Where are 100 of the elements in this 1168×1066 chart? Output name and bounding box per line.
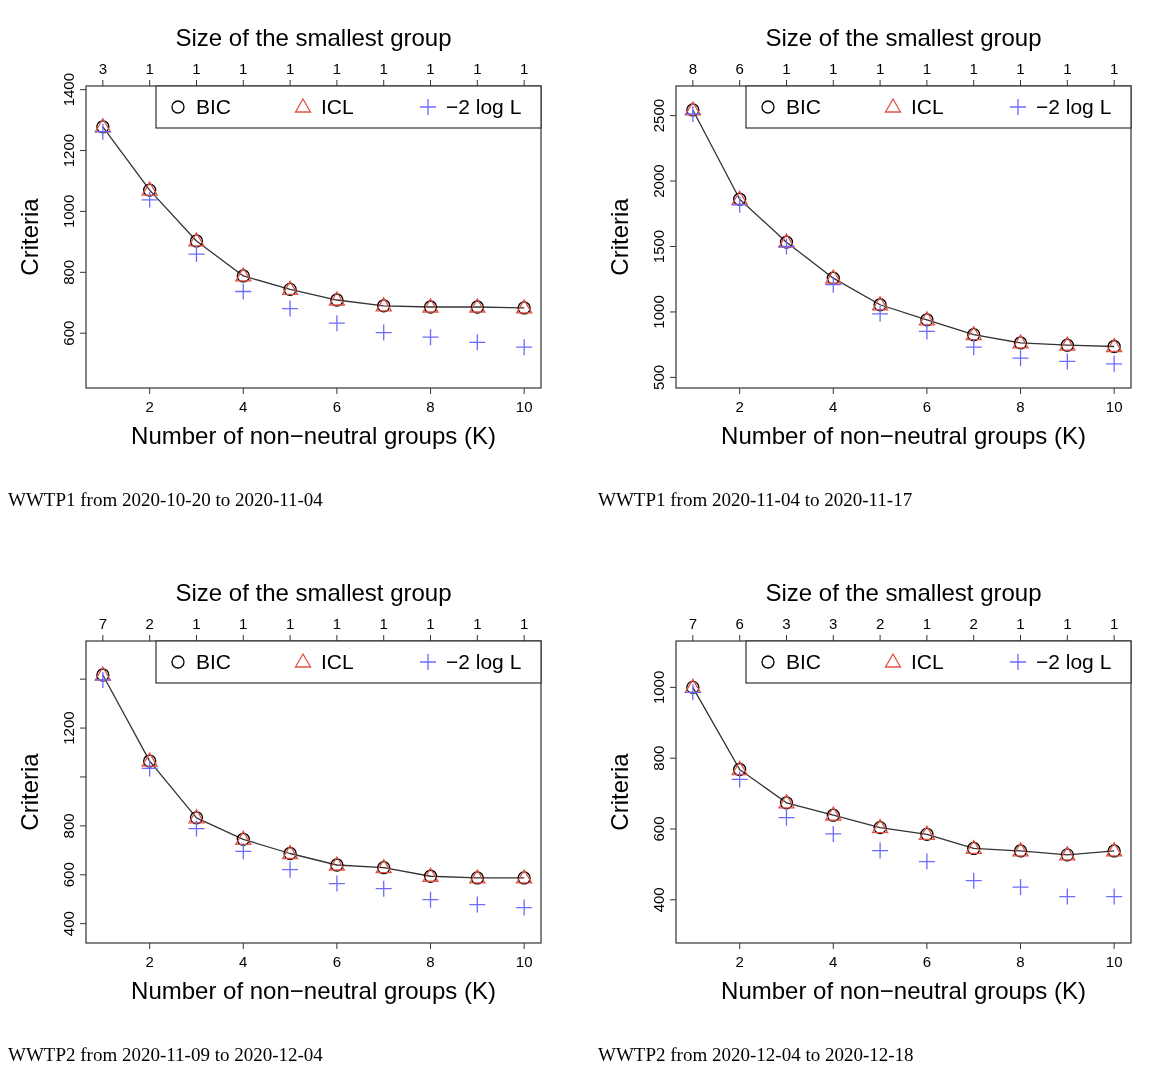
point (965, 338, 983, 356)
annotation: 1 (426, 60, 435, 77)
annotation: 1 (473, 60, 482, 77)
annotation: 1 (332, 60, 342, 77)
y-tick-label: 600 (60, 862, 77, 888)
point (421, 891, 440, 909)
x-tick-label: 8 (426, 953, 435, 970)
y-tick-label: 1500 (650, 229, 667, 264)
legend-label: BIC (786, 650, 822, 673)
legend-label: BIC (196, 95, 232, 118)
annotation: 1 (426, 615, 435, 632)
annotation: 6 (735, 60, 744, 77)
y-tick-label: 600 (60, 320, 77, 346)
point (234, 842, 252, 860)
point (731, 770, 749, 789)
point (918, 322, 936, 341)
annotation: 1 (782, 60, 791, 77)
annotation: 1 (379, 60, 388, 77)
x-tick-label: 10 (515, 953, 533, 970)
point (918, 852, 936, 871)
annotation: 1 (145, 60, 154, 77)
y-tick-label: 1200 (60, 133, 77, 168)
annotation: 8 (688, 60, 698, 77)
annotation: 1 (379, 615, 388, 632)
point (1058, 887, 1076, 906)
legend-label: −2 log L (1036, 95, 1112, 118)
text: WWTP1 from 2020-11-04 to 2020-11-17 (598, 489, 913, 510)
text: WWTP2 from 2020-12-04 to 2020-12-18 (598, 1044, 914, 1065)
x-tick-label: 2 (735, 398, 744, 415)
legend-label: −2 log L (1036, 650, 1112, 673)
point (824, 825, 842, 843)
point (1011, 349, 1030, 367)
y-tick-label: 2000 (650, 164, 667, 198)
y-tick-label: 400 (60, 911, 77, 937)
x-tick-label: 8 (426, 398, 435, 415)
annotation: 1 (519, 615, 529, 632)
x-tick-label: 4 (239, 953, 248, 970)
x-tick-label: 6 (922, 398, 932, 415)
point (281, 860, 299, 879)
legend-label: ICL (321, 650, 354, 673)
point (684, 105, 702, 123)
x-tick-label: 10 (1105, 398, 1123, 415)
point (824, 276, 842, 294)
point (1105, 355, 1123, 373)
point (141, 191, 159, 209)
y-tick-label: 800 (60, 259, 77, 285)
x-tick-label: 6 (332, 953, 342, 970)
y-tick-label: 1000 (650, 670, 667, 705)
legend-label: BIC (786, 95, 822, 118)
legend-label: −2 log L (446, 650, 522, 673)
y-tick-label: 800 (60, 813, 77, 839)
x-tick-label: 8 (1016, 398, 1025, 415)
point (375, 880, 393, 898)
x-tick-label: 2 (145, 398, 154, 415)
point (234, 282, 252, 301)
legend-label: −2 log L (446, 95, 522, 118)
annotation: 7 (688, 615, 698, 632)
text: WWTP1 from 2020-10-20 to 2020-11-04 (8, 489, 324, 510)
text: WWTP2 from 2020-11-09 to 2020-12-04 (8, 1044, 324, 1065)
x-axis-title: Number of non−neutral groups (K) (131, 422, 496, 449)
y-tick-label: 500 (650, 364, 667, 390)
point (731, 196, 749, 214)
x2-axis-title: Size of the smallest group (765, 579, 1042, 606)
annotation: 7 (98, 615, 108, 632)
annotation: 2 (875, 615, 885, 632)
y-axis-title: Criteria (16, 752, 43, 831)
annotation: 1 (1109, 60, 1119, 77)
y-tick-label: 1000 (60, 194, 77, 229)
point (94, 671, 112, 689)
x-tick-label: 4 (829, 953, 838, 970)
point (684, 683, 702, 701)
point (141, 759, 159, 778)
point (515, 898, 533, 917)
annotation: 1 (922, 60, 932, 77)
point (281, 299, 299, 318)
annotation: 3 (98, 60, 108, 77)
y-tick-label: 1200 (60, 711, 77, 745)
annotation: 6 (735, 615, 744, 632)
x2-axis-title: Size of the smallest group (175, 579, 452, 606)
x-tick-label: 6 (332, 398, 342, 415)
y-tick-label: 1000 (650, 295, 667, 329)
legend-label: ICL (911, 95, 944, 118)
x-tick-label: 10 (515, 398, 533, 415)
y-tick-label: 400 (650, 887, 667, 913)
point (1105, 887, 1123, 906)
annotation: 1 (192, 60, 201, 77)
y-tick-label: 600 (650, 816, 667, 842)
annotation: 1 (192, 615, 201, 632)
point (187, 819, 206, 838)
legend-label: ICL (321, 95, 354, 118)
annotation: 3 (782, 615, 791, 632)
y-tick-label: 2500 (650, 98, 667, 133)
annotation: 1 (922, 615, 932, 632)
x-tick-label: 8 (1016, 953, 1025, 970)
annotation: 1 (1016, 615, 1025, 632)
annotation: 1 (285, 60, 295, 77)
point (777, 809, 796, 827)
point (871, 305, 889, 323)
annotation: 1 (875, 60, 885, 77)
x2-axis-title: Size of the smallest group (175, 24, 452, 51)
